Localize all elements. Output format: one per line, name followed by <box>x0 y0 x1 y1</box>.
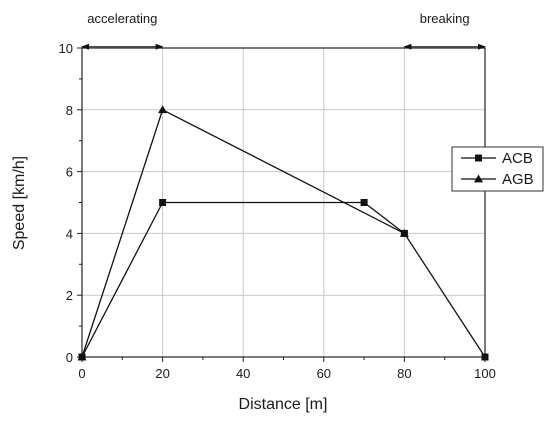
x-tick-label: 60 <box>317 366 331 381</box>
annotation-label: breaking <box>420 11 470 26</box>
acb-data-point <box>159 199 167 206</box>
y-tick-label: 4 <box>66 226 73 241</box>
acb-data-point <box>360 199 368 206</box>
y-tick-label: 0 <box>66 350 73 365</box>
legend-box <box>451 146 544 192</box>
y-tick-label: 2 <box>66 288 73 303</box>
x-tick-label: 20 <box>155 366 169 381</box>
y-tick-label: 6 <box>66 165 73 180</box>
series-line-acb <box>81 201 486 358</box>
y-tick-label: 10 <box>59 41 73 56</box>
legend-marker-agb <box>474 174 483 183</box>
legend: ACB AGB <box>451 146 544 192</box>
legend-label-agb: AGB <box>502 171 534 188</box>
x-tick-label: 0 <box>78 366 85 381</box>
range-annotations: accelerating breaking <box>81 11 486 50</box>
agb-data-point <box>399 228 409 237</box>
agb-data-point <box>158 105 168 114</box>
x-tick-label: 80 <box>397 366 411 381</box>
axis-ticks: 0 20 40 60 80 100 0 2 4 6 8 10 <box>59 41 496 381</box>
y-axis-title: Speed [km/h] <box>11 156 28 250</box>
series-markers <box>77 105 489 361</box>
agb-data-point <box>77 352 87 361</box>
legend-marker-acb <box>475 154 482 162</box>
acb-data-point <box>481 353 489 361</box>
x-axis-title: Distance [m] <box>239 396 328 413</box>
x-tick-label: 100 <box>474 366 496 381</box>
x-tick-label: 40 <box>236 366 250 381</box>
y-tick-label: 8 <box>66 103 73 118</box>
annotation-label: accelerating <box>87 11 157 26</box>
legend-label-acb: ACB <box>502 150 533 167</box>
